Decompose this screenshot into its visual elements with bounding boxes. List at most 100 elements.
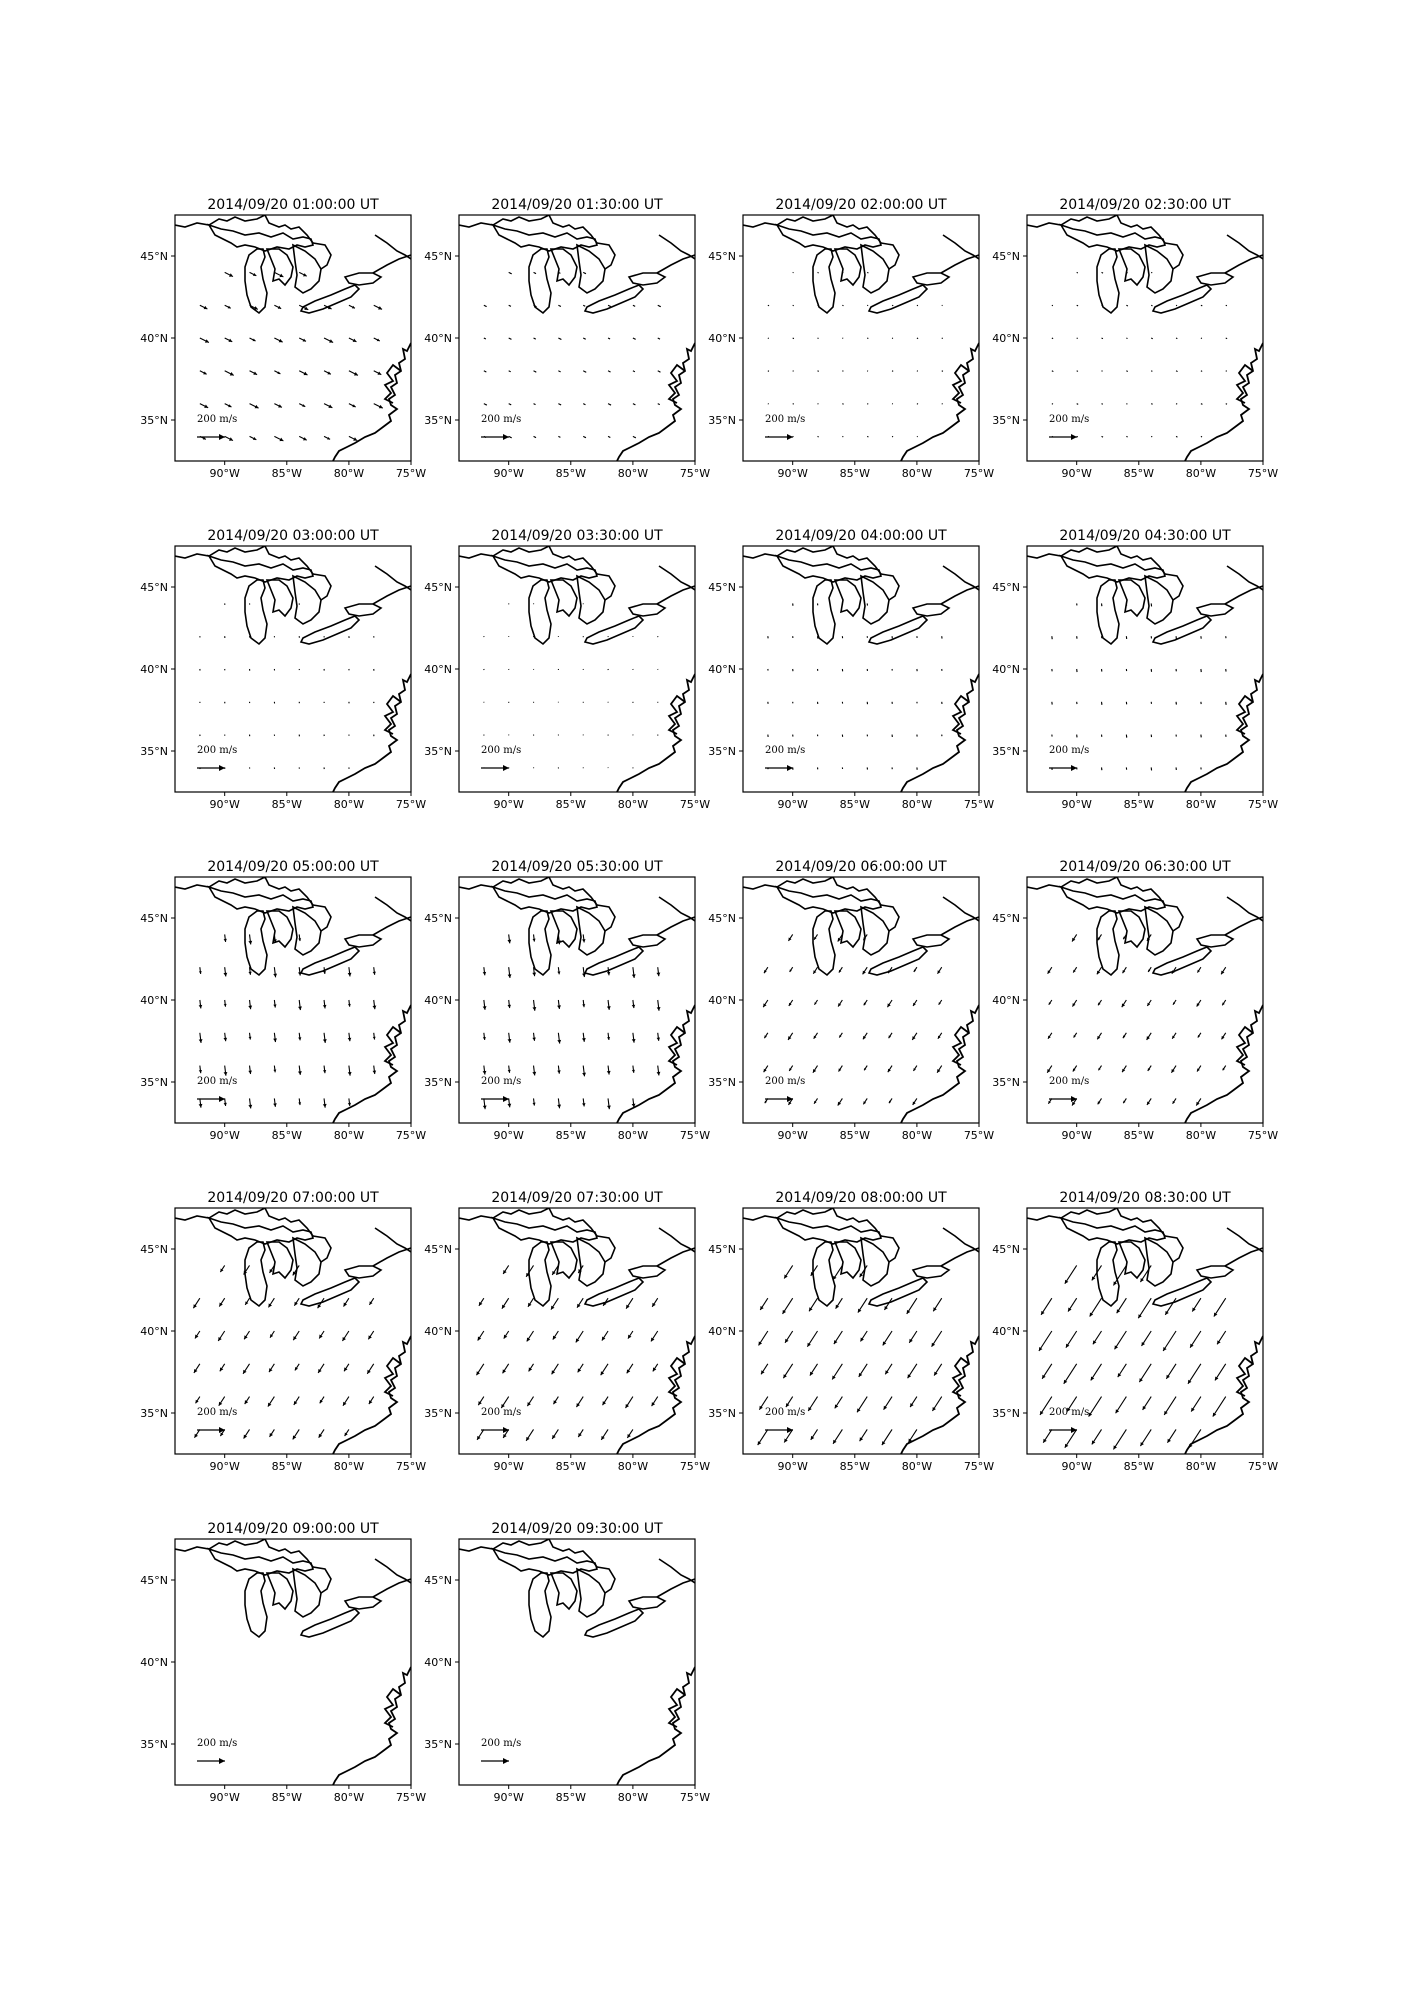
wind-arrowhead [937, 970, 941, 974]
lon-tick-label: 85°W [272, 798, 302, 811]
lat-tick-label: 35°N [140, 414, 168, 427]
wind-arrowhead [793, 338, 794, 339]
lat-tick-label: 35°N [708, 414, 736, 427]
wind-arrowhead [1064, 1443, 1069, 1448]
lat-tick-label: 45°N [424, 581, 452, 594]
map-panel: 2014/09/20 07:00:00 UT 90°W 85°W 80°W 75°W 45… [140, 1190, 426, 1473]
lon-tick-label: 75°W [680, 467, 710, 480]
wind-arrowhead [916, 637, 918, 638]
wind-arrowhead [557, 940, 562, 945]
wind-arrowhead [273, 1004, 277, 1008]
wind-arrowhead [218, 1401, 223, 1406]
wind-arrowhead [228, 338, 233, 342]
wind-arrowhead [767, 768, 769, 770]
scale-key-arrowhead [503, 1427, 509, 1433]
wind-arrowhead [784, 1438, 788, 1443]
wind-arrowhead [760, 1305, 764, 1310]
lon-tick-label: 75°W [964, 1129, 994, 1142]
panel-title: 2014/09/20 02:30:00 UT [1059, 197, 1231, 213]
lat-tick-label: 40°N [424, 994, 452, 1007]
wind-arrowhead [269, 1268, 274, 1273]
wind-arrowhead [652, 1367, 657, 1372]
wind-arrowhead [373, 637, 375, 638]
wind-arrowhead [559, 305, 561, 307]
wind-arrowhead [833, 1275, 837, 1280]
wind-arrowhead [941, 670, 943, 671]
lon-tick-label: 80°W [1186, 798, 1216, 811]
wind-arrowhead [484, 338, 486, 340]
wind-arrowhead [814, 1100, 817, 1104]
wind-arrowhead [1048, 1100, 1051, 1104]
wind-arrowhead [1092, 1340, 1097, 1345]
wind-arrowhead [1175, 670, 1177, 672]
wind-arrowhead [559, 371, 561, 372]
wind-arrowhead [842, 735, 843, 737]
wind-arrowhead [863, 1101, 867, 1105]
wind-arrowhead [509, 370, 511, 372]
lon-tick-label: 85°W [272, 1129, 302, 1142]
wind-arrowhead [1150, 702, 1152, 704]
wind-arrowhead [909, 1338, 913, 1343]
wind-arrowhead [298, 1006, 302, 1011]
wind-arrowhead [577, 1303, 581, 1308]
wind-arrowhead [1175, 703, 1177, 705]
wind-arrowhead [627, 1334, 632, 1339]
wind-arrowhead [273, 973, 278, 978]
wind-arrowhead [532, 1071, 537, 1076]
wind-arrowhead [1176, 370, 1178, 372]
wind-arrowhead [204, 339, 209, 343]
wind-arrowhead [224, 637, 226, 638]
wind-arrowhead [347, 1037, 352, 1042]
wind-arrowhead [1187, 1379, 1192, 1384]
wind-arrowhead [1171, 970, 1175, 974]
wind-arrowhead [609, 338, 611, 340]
wind-arrowhead [373, 669, 375, 671]
wind-arrowhead [249, 669, 251, 671]
wind-arrowhead [606, 1070, 611, 1075]
wind-arrowhead [1200, 768, 1202, 770]
wind-arrowhead [203, 305, 208, 310]
wind-arrowhead [317, 1304, 322, 1309]
wind-arrowhead [1191, 1407, 1195, 1412]
wind-arrowhead [1139, 1378, 1143, 1383]
lon-tick-label: 75°W [680, 798, 710, 811]
scale-key-label: 200 m/s [197, 1738, 237, 1749]
wind-arrowhead [837, 937, 842, 942]
panel-title: 2014/09/20 05:30:00 UT [491, 859, 663, 875]
map-panel: 2014/09/20 04:30:00 UT 90°W 85°W 80°W 75°W 45… [992, 528, 1278, 811]
lon-tick-label: 80°W [618, 1791, 648, 1804]
lat-tick-label: 35°N [424, 1738, 452, 1751]
wind-arrowhead [193, 1368, 198, 1373]
wind-arrowhead [319, 1399, 323, 1404]
wind-arrowhead [1076, 768, 1078, 770]
wind-arrowhead [293, 1336, 297, 1341]
lat-tick-label: 35°N [708, 745, 736, 758]
wind-arrowhead [551, 1370, 556, 1375]
lon-tick-label: 90°W [777, 1460, 807, 1473]
lat-tick-label: 45°N [992, 912, 1020, 925]
wind-arrowhead [1117, 1373, 1122, 1378]
lat-tick-label: 35°N [708, 1407, 736, 1420]
wind-arrowhead [937, 1035, 941, 1039]
wind-arrowhead [857, 1408, 861, 1413]
wind-arrowhead [344, 1367, 348, 1372]
wind-arrowhead [892, 305, 894, 306]
wind-arrowhead [249, 735, 250, 737]
wind-arrowhead [478, 1301, 483, 1306]
wind-arrowhead [1150, 637, 1152, 639]
wind-arrowhead [292, 1435, 297, 1440]
wind-arrowhead [510, 272, 512, 274]
lon-tick-label: 85°W [556, 1460, 586, 1473]
wind-arrowhead [348, 637, 350, 638]
wind-arrowhead [1073, 969, 1076, 973]
wind-arrowhead [229, 372, 234, 376]
wind-arrowhead [1200, 670, 1202, 673]
wind-arrowhead [526, 1337, 531, 1342]
wind-arrowhead [631, 974, 636, 978]
wind-arrowhead [866, 604, 868, 606]
lat-tick-label: 40°N [708, 994, 736, 1007]
wind-arrowhead [1101, 670, 1103, 672]
panel-title: 2014/09/20 03:30:00 UT [491, 528, 663, 544]
wind-arrowhead [1127, 370, 1128, 372]
wind-arrowhead [582, 1072, 586, 1077]
